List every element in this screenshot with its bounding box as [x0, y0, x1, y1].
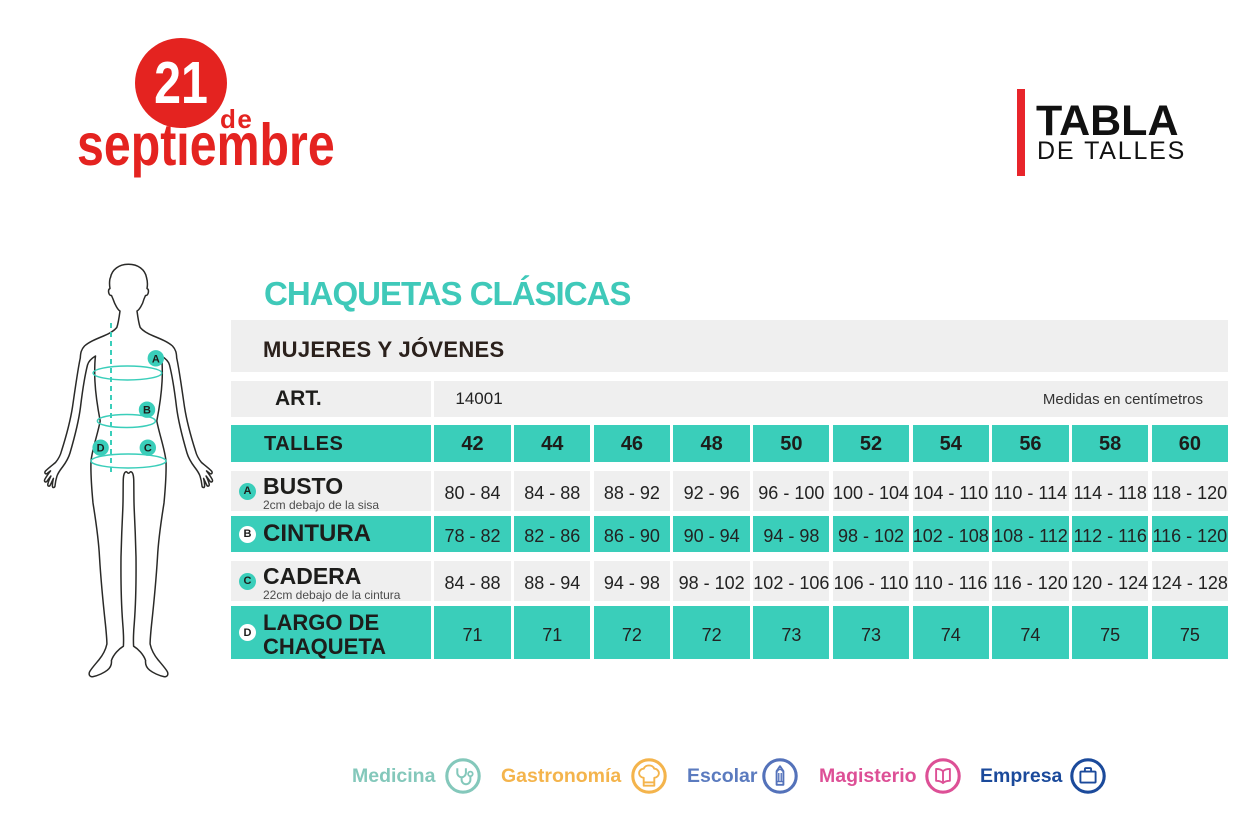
svg-text:A: A [152, 353, 160, 365]
svg-text:B: B [143, 405, 151, 417]
svg-text:D: D [97, 443, 105, 455]
svg-text:C: C [144, 443, 152, 455]
